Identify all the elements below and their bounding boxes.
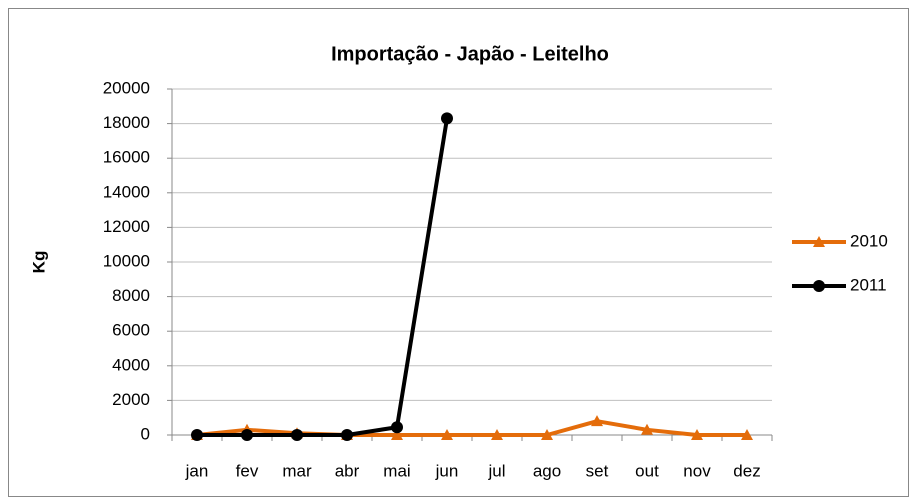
y-axis-label: Kg — [29, 251, 48, 274]
data-point — [391, 421, 403, 434]
legend-label: 2010 — [850, 231, 888, 250]
x-tick-label: jul — [487, 461, 505, 480]
y-tick-label: 4000 — [112, 355, 150, 374]
chart-border — [8, 8, 909, 497]
data-point — [341, 429, 353, 441]
data-point — [441, 429, 453, 440]
y-tick-label: 10000 — [103, 251, 150, 270]
data-point — [741, 429, 753, 440]
y-tick-label: 20000 — [103, 78, 150, 97]
y-tick-label: 18000 — [103, 113, 150, 132]
data-point — [191, 429, 203, 441]
data-point — [491, 429, 503, 440]
data-point — [241, 429, 253, 441]
legend-marker — [813, 280, 825, 292]
legend-label: 2011 — [850, 275, 887, 294]
chart-title: Importação - Japão - Leitelho — [331, 43, 609, 65]
y-tick-label: 8000 — [112, 286, 150, 305]
y-tick-label: 16000 — [103, 148, 150, 167]
data-point — [291, 429, 303, 441]
y-tick-label: 2000 — [112, 390, 150, 409]
x-tick-label: jan — [185, 461, 209, 480]
legend-marker — [813, 236, 825, 247]
data-point — [591, 415, 603, 427]
x-tick-label: abr — [335, 461, 360, 480]
x-tick-label: nov — [683, 461, 711, 480]
x-tick-label: out — [635, 461, 659, 480]
y-tick-label: 0 — [141, 424, 150, 443]
series-line — [197, 118, 449, 437]
data-point — [641, 423, 653, 435]
data-point — [691, 429, 703, 440]
x-tick-label: fev — [236, 461, 259, 480]
data-point — [541, 429, 553, 440]
x-tick-label: ago — [533, 461, 561, 480]
x-tick-label: set — [586, 461, 609, 480]
data-point — [441, 112, 453, 125]
x-tick-label: mar — [282, 461, 312, 480]
y-tick-label: 12000 — [103, 217, 150, 236]
series-line — [196, 419, 747, 437]
x-tick-label: dez — [733, 461, 760, 480]
data-point — [391, 429, 403, 440]
x-tick-label: mai — [383, 461, 410, 480]
y-tick-label: 6000 — [112, 321, 150, 340]
y-tick-label: 14000 — [103, 182, 150, 201]
x-tick-label: jun — [435, 461, 459, 480]
